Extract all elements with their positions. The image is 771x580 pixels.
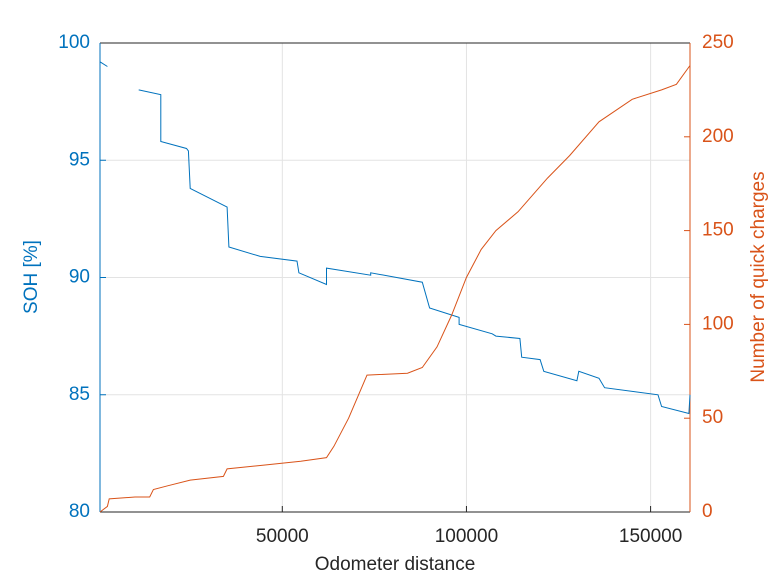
y2-tick-label: 150 — [702, 220, 734, 241]
x-tick-label: 100000 — [435, 526, 498, 547]
data-line — [99, 65, 691, 513]
y-tick-label: 85 — [69, 384, 90, 405]
y2-tick-label: 100 — [702, 313, 734, 334]
y2-axis-title: Number of quick charges — [748, 171, 769, 382]
x-tick-label: 150000 — [619, 526, 682, 547]
y2-tick-label: 50 — [702, 407, 723, 428]
x-axis-title: Odometer distance — [315, 554, 476, 575]
data-line — [99, 61, 691, 415]
y-tick-label: 90 — [69, 267, 90, 288]
y-tick-label: 95 — [69, 149, 90, 170]
y2-tick-label: 200 — [702, 126, 734, 147]
x-tick-label: 50000 — [256, 526, 309, 547]
y-axis-title: SOH [%] — [21, 240, 42, 314]
y-tick-label: 100 — [58, 32, 90, 53]
y2-tick-label: 0 — [702, 501, 713, 522]
y-tick-label: 80 — [69, 501, 90, 522]
y2-tick-label: 250 — [702, 32, 734, 53]
